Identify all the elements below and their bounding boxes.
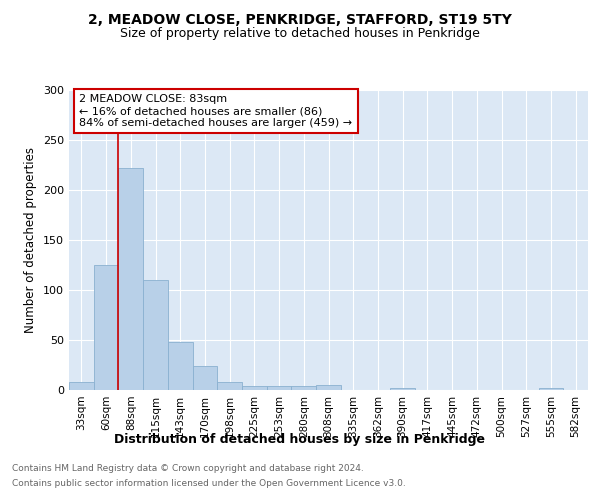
Bar [316, 385, 341, 390]
Bar [292, 386, 316, 390]
Bar [94, 265, 118, 390]
Bar [390, 388, 415, 390]
Bar [539, 388, 563, 390]
Text: 2 MEADOW CLOSE: 83sqm
← 16% of detached houses are smaller (86)
84% of semi-deta: 2 MEADOW CLOSE: 83sqm ← 16% of detached … [79, 94, 353, 128]
Bar [193, 366, 217, 390]
Text: Size of property relative to detached houses in Penkridge: Size of property relative to detached ho… [120, 28, 480, 40]
Y-axis label: Number of detached properties: Number of detached properties [25, 147, 37, 333]
Bar [69, 382, 94, 390]
Bar [143, 280, 168, 390]
Bar [267, 386, 292, 390]
Text: Contains HM Land Registry data © Crown copyright and database right 2024.: Contains HM Land Registry data © Crown c… [12, 464, 364, 473]
Bar [168, 342, 193, 390]
Text: Distribution of detached houses by size in Penkridge: Distribution of detached houses by size … [115, 432, 485, 446]
Bar [217, 382, 242, 390]
Text: Contains public sector information licensed under the Open Government Licence v3: Contains public sector information licen… [12, 479, 406, 488]
Bar [118, 168, 143, 390]
Text: 2, MEADOW CLOSE, PENKRIDGE, STAFFORD, ST19 5TY: 2, MEADOW CLOSE, PENKRIDGE, STAFFORD, ST… [88, 12, 512, 26]
Bar [242, 386, 267, 390]
